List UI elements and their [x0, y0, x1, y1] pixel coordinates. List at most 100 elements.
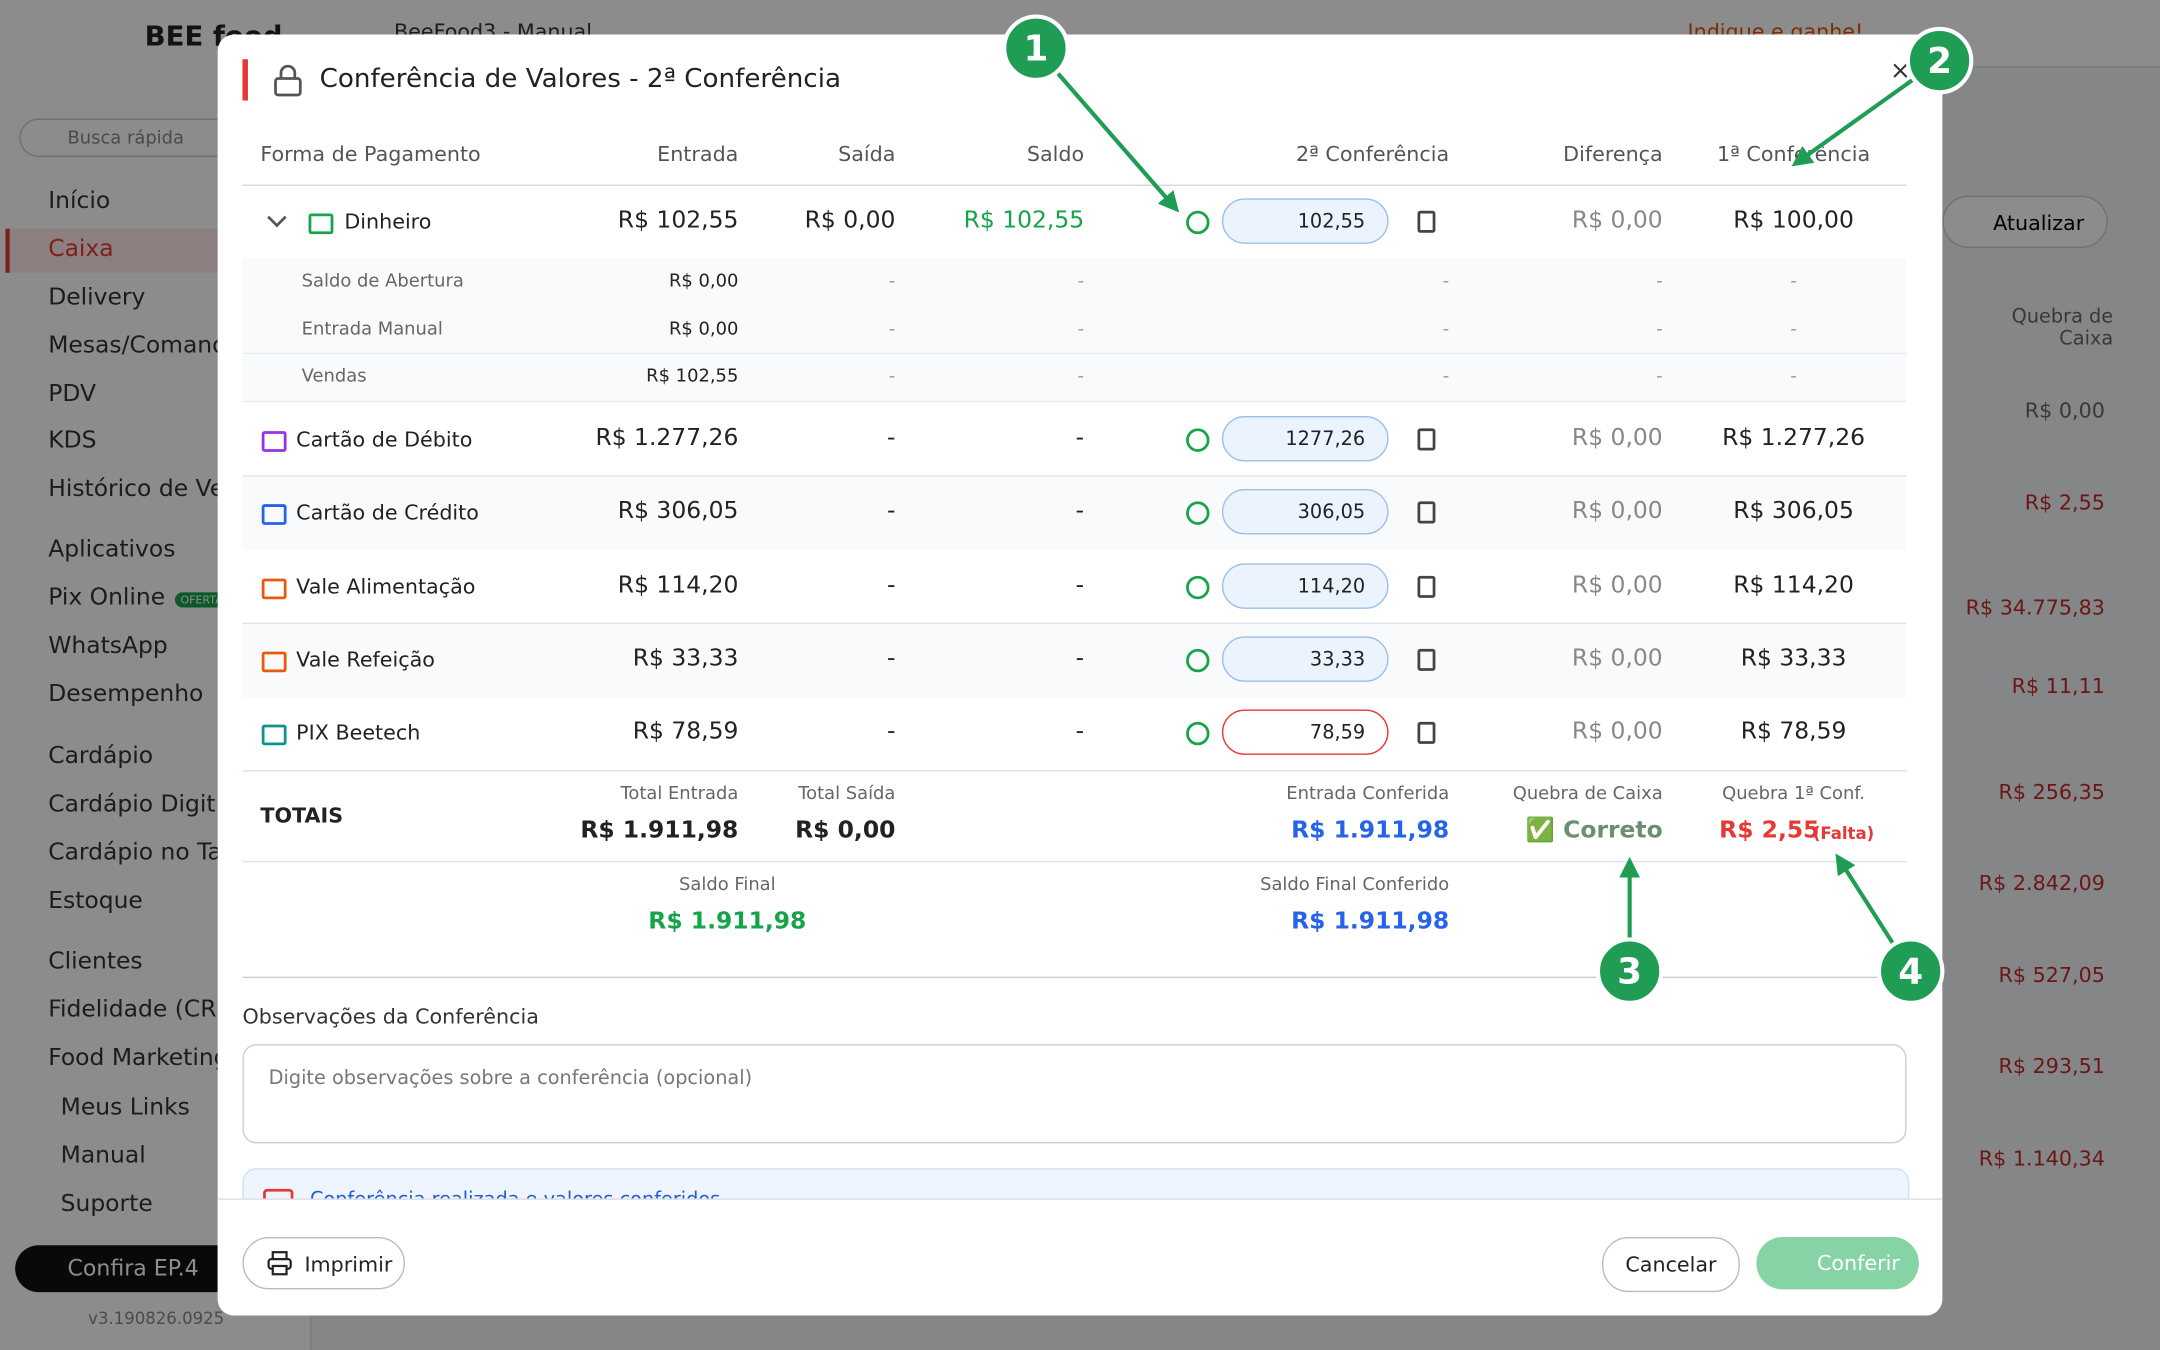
close-button[interactable]: × — [1889, 56, 1911, 86]
payment-icon — [261, 651, 287, 673]
bg-value: R$ 256,35 — [1998, 779, 2105, 805]
badge: OFERTA — [174, 592, 229, 608]
sidebar-item: Estoque — [48, 887, 143, 915]
row-divider — [242, 475, 1907, 477]
sidebar-item: Fidelidade (CR — [48, 995, 217, 1024]
sidebar-item: Clientes — [48, 947, 143, 976]
subcell-conf1: - — [1790, 319, 1797, 341]
cancel-button[interactable]: Cancelar — [1602, 1237, 1740, 1293]
conference-input[interactable]: 78,59 — [1221, 709, 1389, 755]
subcell-saldo: - — [1077, 271, 1085, 292]
calculator-button[interactable] — [1417, 501, 1436, 524]
total-label: Quebra 1ª Conf. — [1722, 783, 1866, 805]
conference-input[interactable]: 33,33 — [1221, 636, 1389, 682]
bg-value: R$ 527,05 — [1998, 962, 2105, 988]
row-divider — [242, 352, 1907, 355]
bg-value: R$ 2.842,09 — [1978, 870, 2105, 896]
annotation-arrow — [1835, 853, 1895, 945]
annotation-badge — [1002, 14, 1070, 82]
cell-entrada: R$ 114,20 — [617, 572, 739, 600]
subrow-bg — [242, 354, 1907, 401]
sidebar-item: WhatsApp — [48, 632, 168, 660]
modal: Conferência de Valores - 2ª Conferência … — [217, 34, 1943, 1316]
row-bg — [242, 402, 1907, 476]
column-header: Saída — [838, 141, 896, 167]
check-icon — [1186, 210, 1210, 235]
subcell-entrada: R$ 0,00 — [668, 271, 739, 292]
annotation-arrow — [1791, 78, 1914, 167]
check-icon — [1186, 575, 1210, 600]
payment-icon — [308, 213, 334, 235]
sidebar-item: Meus Links — [60, 1093, 190, 1122]
calculator-button[interactable] — [1417, 210, 1436, 233]
cell-diferenca: R$ 0,00 — [1571, 572, 1663, 600]
notes-textarea[interactable]: Digite observações sobre a conferência (… — [242, 1044, 1907, 1144]
column-header: 2ª Conferência — [1295, 141, 1450, 167]
payment-name: Cartão de Débito — [296, 426, 473, 452]
calculator-button[interactable] — [1417, 721, 1436, 744]
check-icon — [1186, 428, 1210, 452]
subcell-diferenca: - — [1656, 271, 1663, 292]
calculator-button[interactable] — [1417, 648, 1436, 671]
cell-saida: - — [886, 645, 896, 673]
payment-icon — [261, 431, 287, 452]
subcell-diferenca: - — [1656, 319, 1663, 341]
subcell-saida: - — [888, 271, 896, 292]
sidebar-item: Pix Online — [48, 584, 166, 612]
payment-name: Cartão de Crédito — [296, 499, 479, 525]
sidebar-item: Delivery — [48, 283, 146, 312]
printer-icon — [267, 1251, 292, 1276]
annotation-badge — [1905, 26, 1974, 95]
bg-value: R$ 2,55 — [2024, 490, 2105, 516]
total-label: Quebra de Caixa — [1512, 783, 1663, 805]
sidebar-item: Desempenho — [48, 680, 204, 709]
cell-diferenca: R$ 0,00 — [1571, 718, 1663, 746]
conference-input[interactable]: 1277,26 — [1221, 416, 1389, 462]
conference-input[interactable]: 114,20 — [1221, 563, 1389, 609]
column-header: Forma de Pagamento — [260, 141, 481, 167]
row-divider — [242, 860, 1907, 863]
calculator-button[interactable] — [1417, 428, 1436, 451]
bg-value: R$ 11,11 — [2011, 673, 2105, 699]
subcell-saldo: - — [1077, 319, 1085, 341]
sidebar-item: Aplicativos — [48, 535, 176, 564]
conference-input[interactable]: 102,55 — [1221, 198, 1389, 244]
column-header: Saldo — [1026, 141, 1085, 167]
totals-label: TOTAIS — [260, 802, 344, 828]
annotation-badge — [1595, 937, 1664, 1005]
refresh-button[interactable]: Atualizar — [1942, 195, 2108, 248]
confirm-button[interactable]: Conferir — [1756, 1237, 1919, 1290]
conference-input[interactable]: 306,05 — [1221, 489, 1389, 535]
total-label: Entrada Conferida — [1286, 783, 1450, 805]
sidebar-item: Início — [48, 187, 111, 215]
sidebar-item: KDS — [48, 427, 97, 455]
bg-value: R$ 0,00 — [2024, 398, 2105, 423]
payment-name: Vale Alimentação — [296, 574, 476, 599]
cell-saida: - — [886, 718, 896, 746]
payment-icon — [261, 724, 287, 746]
row-divider — [242, 976, 1907, 979]
cell-entrada: R$ 78,59 — [632, 718, 739, 746]
cell-conf1: R$ 114,20 — [1733, 572, 1854, 600]
row-bg — [242, 476, 1907, 550]
cell-conf1: R$ 306,05 — [1733, 497, 1854, 526]
print-button[interactable]: Imprimir — [242, 1237, 405, 1290]
total-note: (Falta) — [1812, 823, 1875, 844]
subrow-name: Entrada Manual — [301, 319, 443, 341]
cell-saida: R$ 0,00 — [804, 207, 896, 235]
version: v3.190826.0925 — [88, 1308, 225, 1328]
total-value: R$ 1.911,98 — [1291, 908, 1450, 936]
bg-column-header: Quebra de Caixa — [2011, 305, 2114, 350]
sidebar-item: Cardápio — [48, 742, 154, 771]
bg-value: R$ 34.775,83 — [1965, 595, 2105, 620]
calculator-button[interactable] — [1417, 575, 1436, 598]
subrow-name: Vendas — [301, 366, 367, 388]
cell-saida: - — [886, 572, 896, 600]
annotation-arrow — [1056, 71, 1180, 213]
payment-name: PIX Beetech — [296, 720, 421, 745]
cell-saida: - — [886, 424, 896, 453]
total-value: R$ 1.911,98 — [648, 907, 807, 936]
total-value: R$ 1.911,98 — [1291, 817, 1450, 846]
